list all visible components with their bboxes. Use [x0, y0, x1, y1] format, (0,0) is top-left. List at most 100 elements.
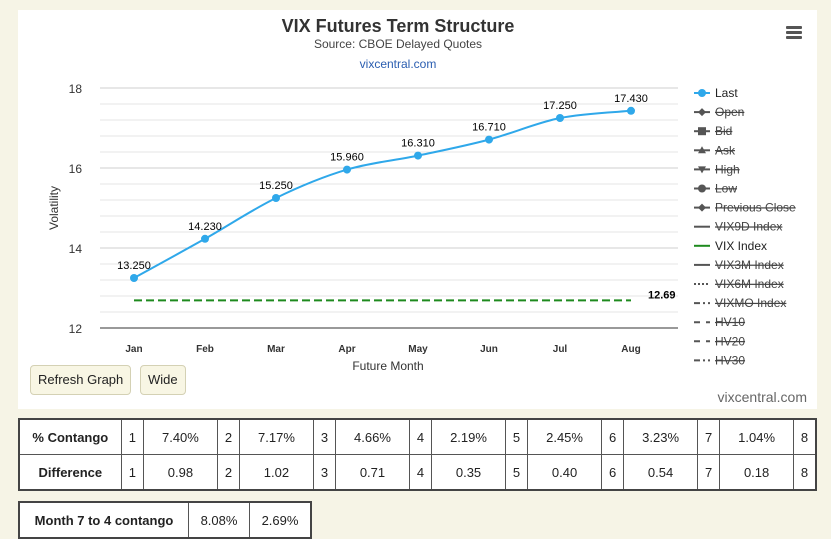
legend-marker-triangle-down: [698, 166, 706, 174]
x-tick-label: Mar: [267, 344, 285, 355]
legend-item[interactable]: HV10: [694, 315, 745, 329]
value-cell: 0.35: [431, 454, 506, 491]
month-index-cell: 6: [600, 418, 625, 455]
refresh-graph-button[interactable]: Refresh Graph: [30, 365, 132, 395]
value-cell: 1.02: [239, 454, 314, 491]
month-index-cell: 7: [696, 454, 721, 491]
legend-label: HV10: [715, 315, 745, 329]
legend-label: VIX9D Index: [715, 220, 782, 234]
y-axis-title: Volatility: [47, 186, 61, 230]
legend-label: Previous Close: [715, 201, 796, 215]
legend-label: Ask: [715, 143, 736, 157]
contango-row: % Contango 1 7.40% 2 7.17% 3 4.66% 4 2.19% 5 2.45%…: [18, 418, 817, 455]
data-label: 17.430: [614, 93, 648, 105]
legend-item[interactable]: VIXMO Index: [694, 296, 786, 310]
value-cell: 4.66%: [335, 418, 410, 455]
last-data-point: [201, 234, 209, 243]
last-data-point: [414, 151, 422, 160]
legend-item[interactable]: VIX Index: [694, 239, 767, 253]
value-cell: 1.04%: [719, 418, 794, 455]
legend-label: HV20: [715, 334, 745, 348]
legend-item[interactable]: VIX9D Index: [694, 220, 782, 234]
value-cell: 0.40: [527, 454, 602, 491]
legend-item[interactable]: Previous Close: [694, 201, 796, 215]
month-contango-value: 2.69%: [249, 501, 312, 539]
data-label: 15.960: [330, 152, 364, 164]
value-cell: 7.17%: [239, 418, 314, 455]
legend-marker-circle: [698, 184, 706, 193]
x-tick-label: Aug: [621, 344, 640, 355]
chart-source-link[interactable]: vixcentral.com: [359, 57, 437, 71]
last-data-point: [272, 194, 280, 202]
legend-marker-diamond: [698, 203, 706, 212]
last-data-point: [556, 114, 564, 122]
month-index-cell: 2: [216, 418, 241, 455]
legend-item[interactable]: VIX6M Index: [694, 277, 784, 291]
legend-item[interactable]: Open: [694, 105, 744, 119]
last-data-point: [130, 274, 138, 282]
x-tick-label: Feb: [196, 344, 214, 355]
legend-item[interactable]: Low: [694, 182, 737, 196]
value-cell: 2.45%: [527, 418, 602, 455]
legend-label: VIX Index: [715, 239, 767, 253]
watermark: vixcentral.com: [717, 389, 807, 405]
chart-svg: 12 14 16 18 Jan Feb Mar Apr May Jun Jul Aug Future M…: [47, 82, 796, 370]
hamburger-menu-icon[interactable]: [786, 26, 802, 40]
month-contango-table: Month 7 to 4 contango 8.08% 2.69%: [18, 501, 312, 539]
x-tick-label: May: [408, 344, 428, 355]
x-tick-label: Jun: [480, 344, 498, 355]
month-index-cell: 6: [600, 454, 625, 491]
month-index-cell: 7: [696, 418, 721, 455]
month-index-cell: 5: [504, 454, 529, 491]
legend-label: Open: [715, 105, 744, 119]
y-tick-label: 18: [69, 82, 83, 96]
chart-subtitle: Source: CBOE Delayed Quotes: [313, 37, 483, 51]
value-cell: 0.98: [143, 454, 218, 491]
y-tick-label: 14: [69, 242, 83, 256]
month-index-cell: 2: [216, 454, 241, 491]
value-cell: 3.23%: [623, 418, 698, 455]
legend-label: Last: [715, 86, 738, 100]
legend-marker-triangle: [698, 146, 706, 154]
legend-item[interactable]: Bid: [694, 124, 732, 138]
legend-item[interactable]: High: [694, 162, 740, 176]
x-axis-title: Future Month: [352, 359, 423, 370]
data-label: 14.230: [188, 221, 222, 233]
last-data-point: [343, 165, 351, 174]
legend-item[interactable]: HV20: [694, 334, 745, 348]
month-contango-label: Month 7 to 4 contango: [18, 501, 189, 539]
y-tick-label: 16: [69, 162, 83, 176]
legend-marker-square: [698, 127, 706, 136]
month-index-cell: 1: [120, 418, 145, 455]
month-index-cell: 4: [408, 418, 433, 455]
data-label: 13.250: [117, 260, 151, 272]
data-label: 17.250: [543, 100, 577, 112]
legend-label: VIX6M Index: [715, 277, 784, 291]
value-cell: 0.54: [623, 454, 698, 491]
data-label: 16.310: [401, 138, 435, 150]
legend-item[interactable]: Ask: [694, 143, 736, 157]
x-tick-label: Jul: [553, 344, 568, 355]
month-contango-value: 8.08%: [188, 501, 250, 539]
legend-label: VIX3M Index: [715, 258, 784, 272]
legend-label: High: [715, 162, 740, 176]
month-index-cell: 8: [792, 454, 817, 491]
month-index-cell: 1: [120, 454, 145, 491]
contango-table: % Contango 1 7.40% 2 7.17% 3 4.66% 4 2.19% 5 2.45%…: [18, 418, 817, 491]
month-index-cell: 8: [792, 418, 817, 455]
legend-marker-circle: [698, 89, 706, 97]
last-data-point: [485, 135, 493, 144]
chart-title: VIX Futures Term Structure: [281, 16, 515, 36]
wide-button[interactable]: Wide: [140, 365, 186, 395]
chart-panel: VIX Futures Term Structure Source: CBOE …: [18, 10, 817, 409]
legend-label: Low: [715, 182, 737, 196]
month-contango-row: Month 7 to 4 contango 8.08% 2.69%: [18, 501, 312, 539]
data-label: 15.250: [259, 180, 293, 192]
legend-item[interactable]: HV30: [694, 353, 745, 367]
legend-label: VIXMO Index: [715, 296, 786, 310]
legend-item[interactable]: Last: [694, 86, 738, 100]
legend-item[interactable]: VIX3M Index: [694, 258, 784, 272]
x-tick-label: Apr: [338, 344, 355, 355]
legend-label: Bid: [715, 124, 732, 138]
month-index-cell: 3: [312, 454, 337, 491]
